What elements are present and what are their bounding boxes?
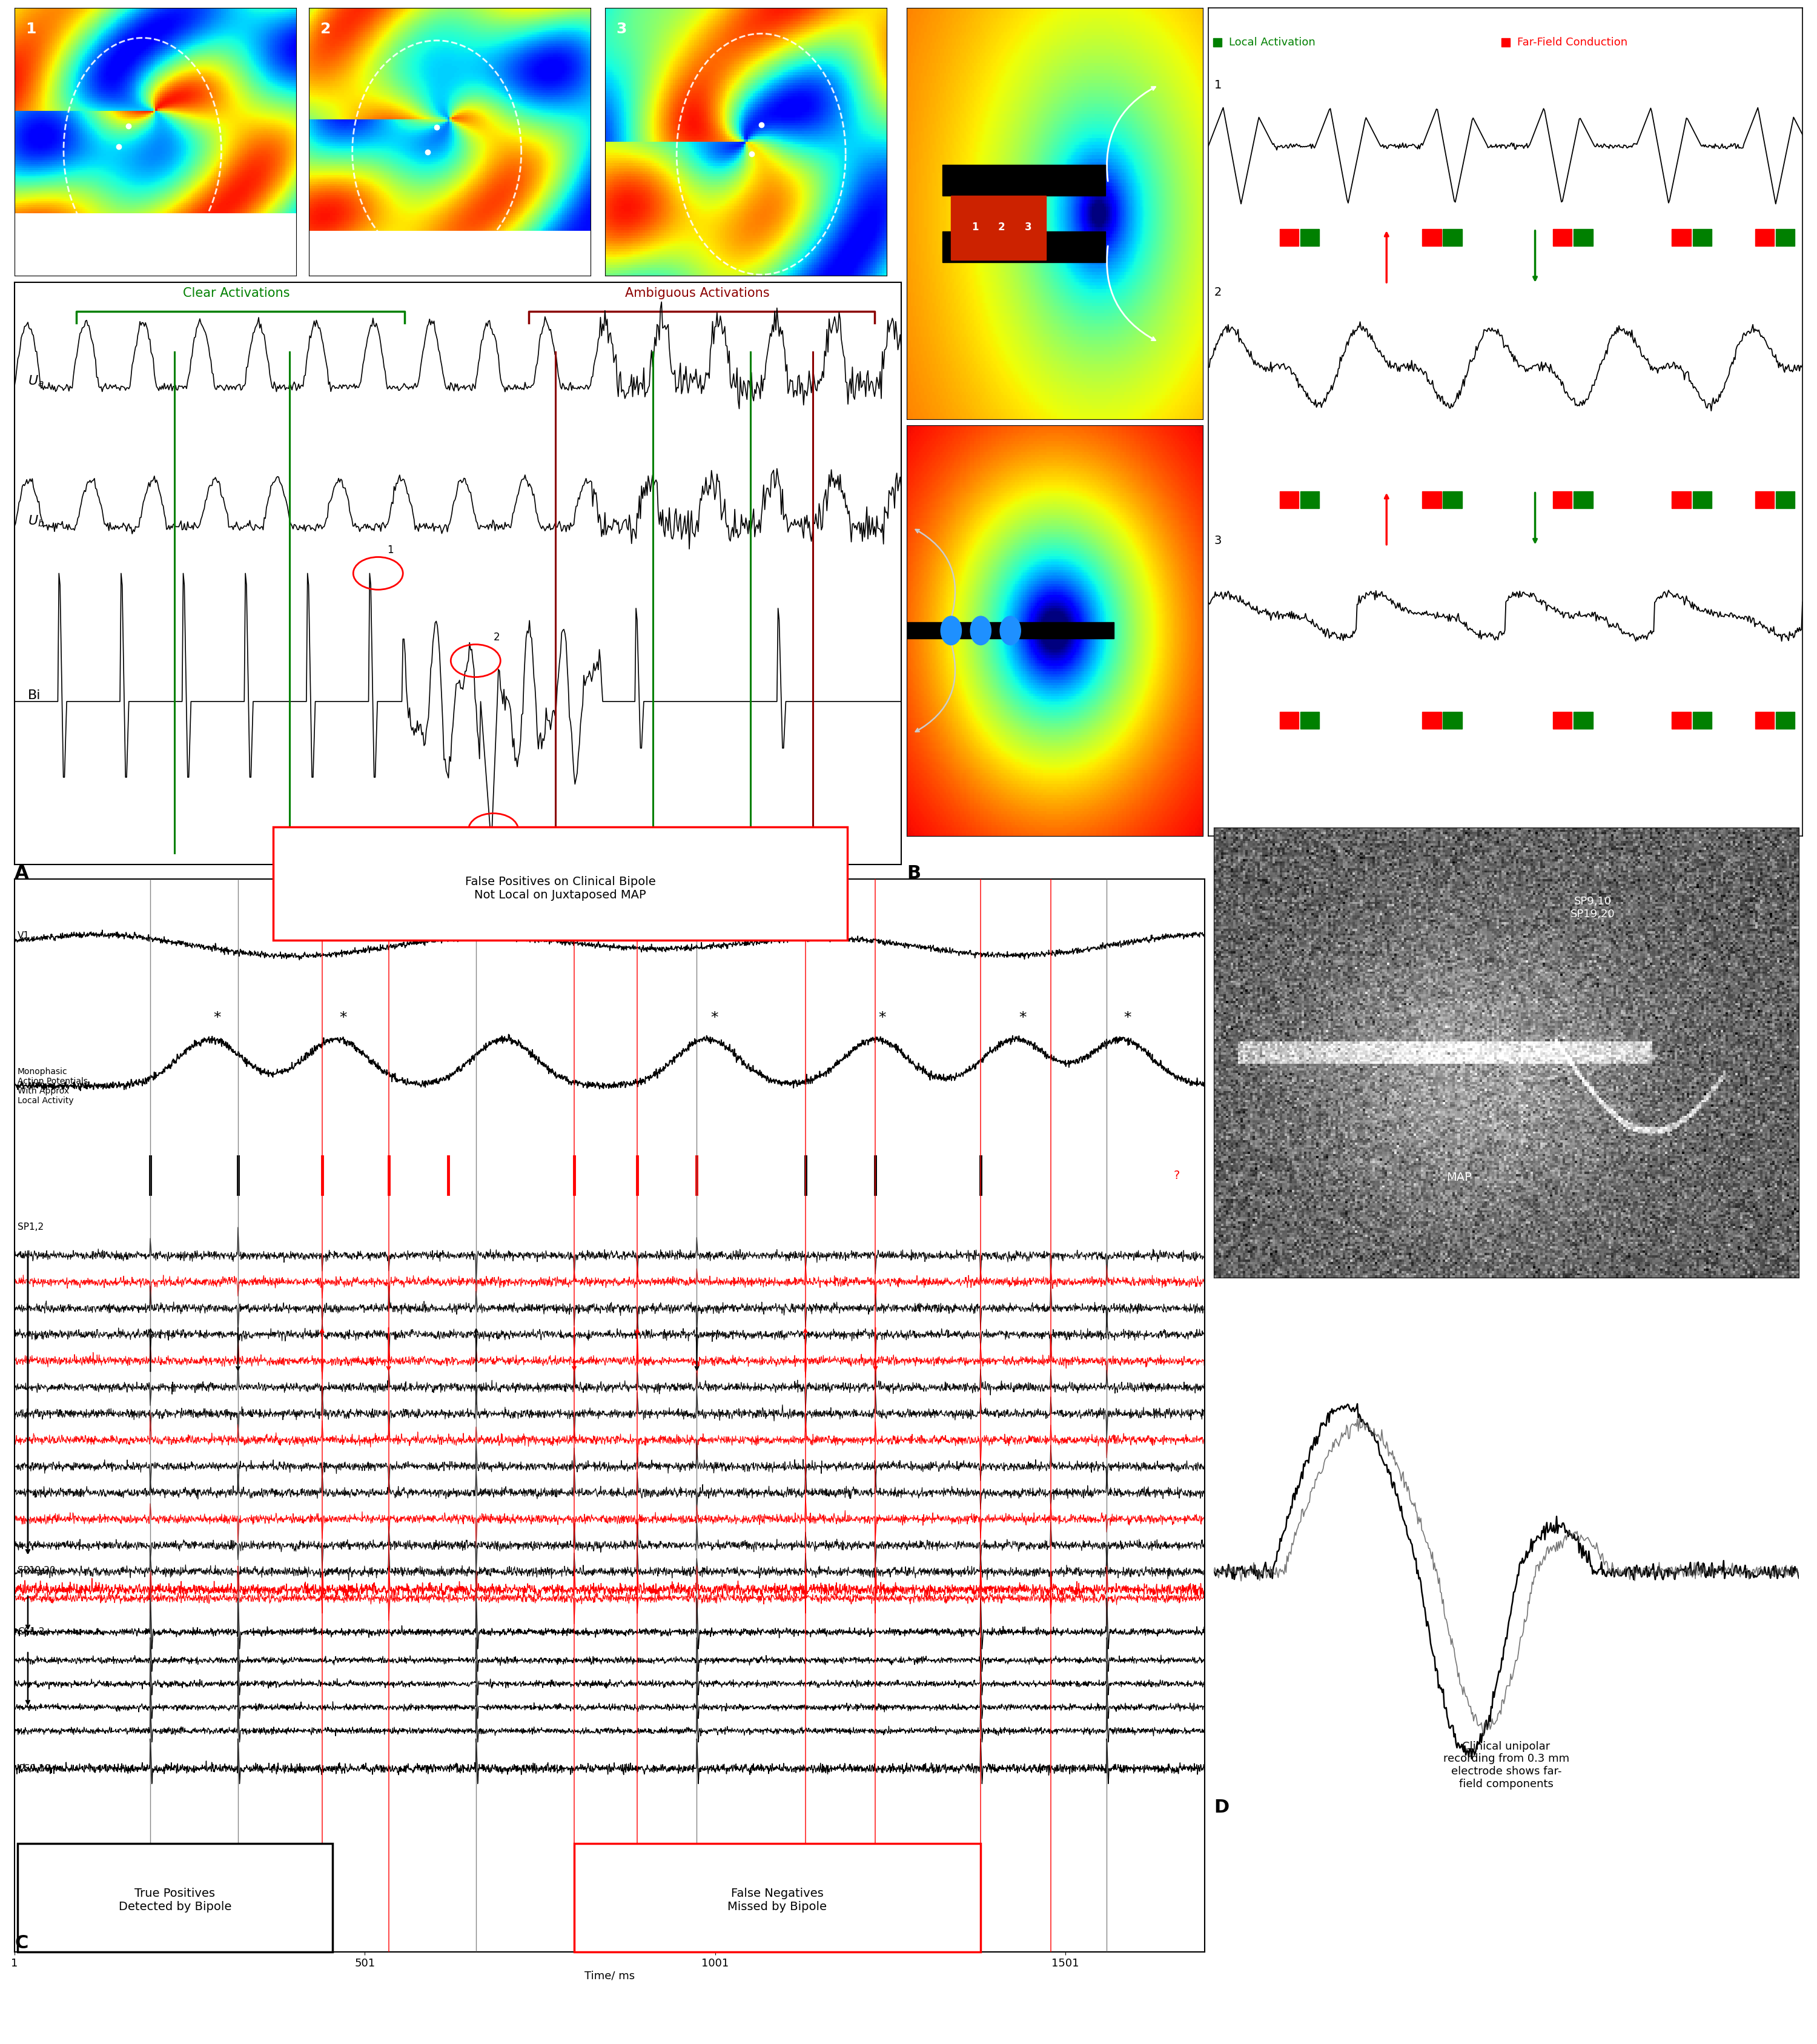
Bar [950, 196, 1047, 260]
Text: C: C [15, 1934, 27, 1952]
Bar [1279, 229, 1299, 245]
Bar [943, 231, 1105, 262]
Text: D: D [1214, 1799, 1228, 1817]
Bar [1423, 229, 1441, 245]
Bar [1279, 491, 1299, 509]
Text: 1: 1 [1214, 80, 1221, 92]
Bar [1755, 491, 1773, 509]
Bar [1775, 711, 1795, 730]
Bar [1672, 491, 1692, 509]
Text: V1: V1 [18, 930, 29, 940]
Text: 1: 1 [387, 544, 394, 556]
Text: 2: 2 [320, 22, 331, 37]
Bar [1574, 711, 1594, 730]
Text: 2: 2 [998, 223, 1005, 233]
FancyBboxPatch shape [18, 1844, 333, 1952]
Bar [1554, 711, 1572, 730]
Bar [1693, 711, 1712, 730]
Bar [1423, 491, 1441, 509]
Text: B: B [907, 865, 921, 883]
Text: CS1,2: CS1,2 [18, 1627, 44, 1637]
Text: SP9,10
SP19,20: SP9,10 SP19,20 [1570, 895, 1615, 920]
Text: A: A [15, 865, 29, 883]
Circle shape [970, 615, 990, 646]
Bar [1755, 711, 1773, 730]
X-axis label: Time/ ms: Time/ ms [585, 1970, 634, 1981]
Text: *: * [710, 1010, 718, 1024]
Text: Monophasic
Action Potentials
With Approx
Local Activity: Monophasic Action Potentials With Approx… [18, 1067, 87, 1106]
Text: 3: 3 [1025, 223, 1032, 233]
Text: CS9,10: CS9,10 [18, 1764, 51, 1772]
Bar [907, 621, 1114, 640]
Text: Clear Activations: Clear Activations [184, 288, 289, 300]
Text: *: * [213, 1010, 220, 1024]
Text: $U_b$: $U_b$ [27, 513, 44, 527]
Text: 3: 3 [616, 22, 627, 37]
Bar [1775, 491, 1795, 509]
Text: $U_a$: $U_a$ [27, 374, 44, 388]
Bar [1574, 229, 1594, 245]
Bar [1672, 229, 1692, 245]
Text: False Negatives
Missed by Bipole: False Negatives Missed by Bipole [727, 1889, 827, 1913]
Circle shape [941, 615, 961, 646]
Bar [1301, 711, 1319, 730]
Bar [1443, 711, 1463, 730]
Bar [1554, 229, 1572, 245]
Bar [1775, 229, 1795, 245]
Bar [1554, 491, 1572, 509]
Text: Local Activation: Local Activation [1228, 37, 1316, 49]
Text: True Positives
Detected by Bipole: True Positives Detected by Bipole [118, 1889, 231, 1913]
Text: *: * [1125, 1010, 1132, 1024]
Text: *: * [340, 1010, 347, 1024]
Text: 1: 1 [25, 22, 36, 37]
Bar [1443, 229, 1463, 245]
Bar [1574, 491, 1594, 509]
Text: *: * [1019, 1010, 1027, 1024]
Bar [1693, 491, 1712, 509]
FancyBboxPatch shape [273, 828, 847, 940]
Bar [1693, 229, 1712, 245]
Bar [1301, 491, 1319, 509]
Text: Far-Field Conduction: Far-Field Conduction [1517, 37, 1628, 49]
Text: Ambiguous Activations: Ambiguous Activations [625, 288, 770, 300]
Bar [1672, 711, 1692, 730]
Text: False Positives on Clinical Bipole
Not Local on Juxtaposed MAP: False Positives on Clinical Bipole Not L… [465, 877, 656, 901]
Bar [1443, 491, 1463, 509]
Text: ?: ? [1174, 1169, 1179, 1181]
FancyBboxPatch shape [574, 1844, 981, 1952]
Bar [1301, 229, 1319, 245]
Text: Clinical unipolar
recording from 0.3 mm
electrode shows far-
field components: Clinical unipolar recording from 0.3 mm … [1443, 1741, 1570, 1791]
Text: SP19,20: SP19,20 [18, 1566, 55, 1576]
Bar [1755, 229, 1773, 245]
Text: 1: 1 [972, 223, 978, 233]
Circle shape [999, 615, 1021, 646]
Text: MAP: MAP [1446, 1171, 1472, 1183]
Text: 2: 2 [494, 632, 500, 642]
Bar [943, 166, 1105, 196]
Text: 3: 3 [1214, 536, 1221, 546]
Bar [1279, 711, 1299, 730]
Text: *: * [879, 1010, 887, 1024]
Text: 3: 3 [476, 850, 482, 861]
Text: 2: 2 [1214, 286, 1221, 298]
Text: SP1,2: SP1,2 [18, 1222, 44, 1233]
Bar [1423, 711, 1441, 730]
Text: Bi: Bi [27, 689, 40, 701]
